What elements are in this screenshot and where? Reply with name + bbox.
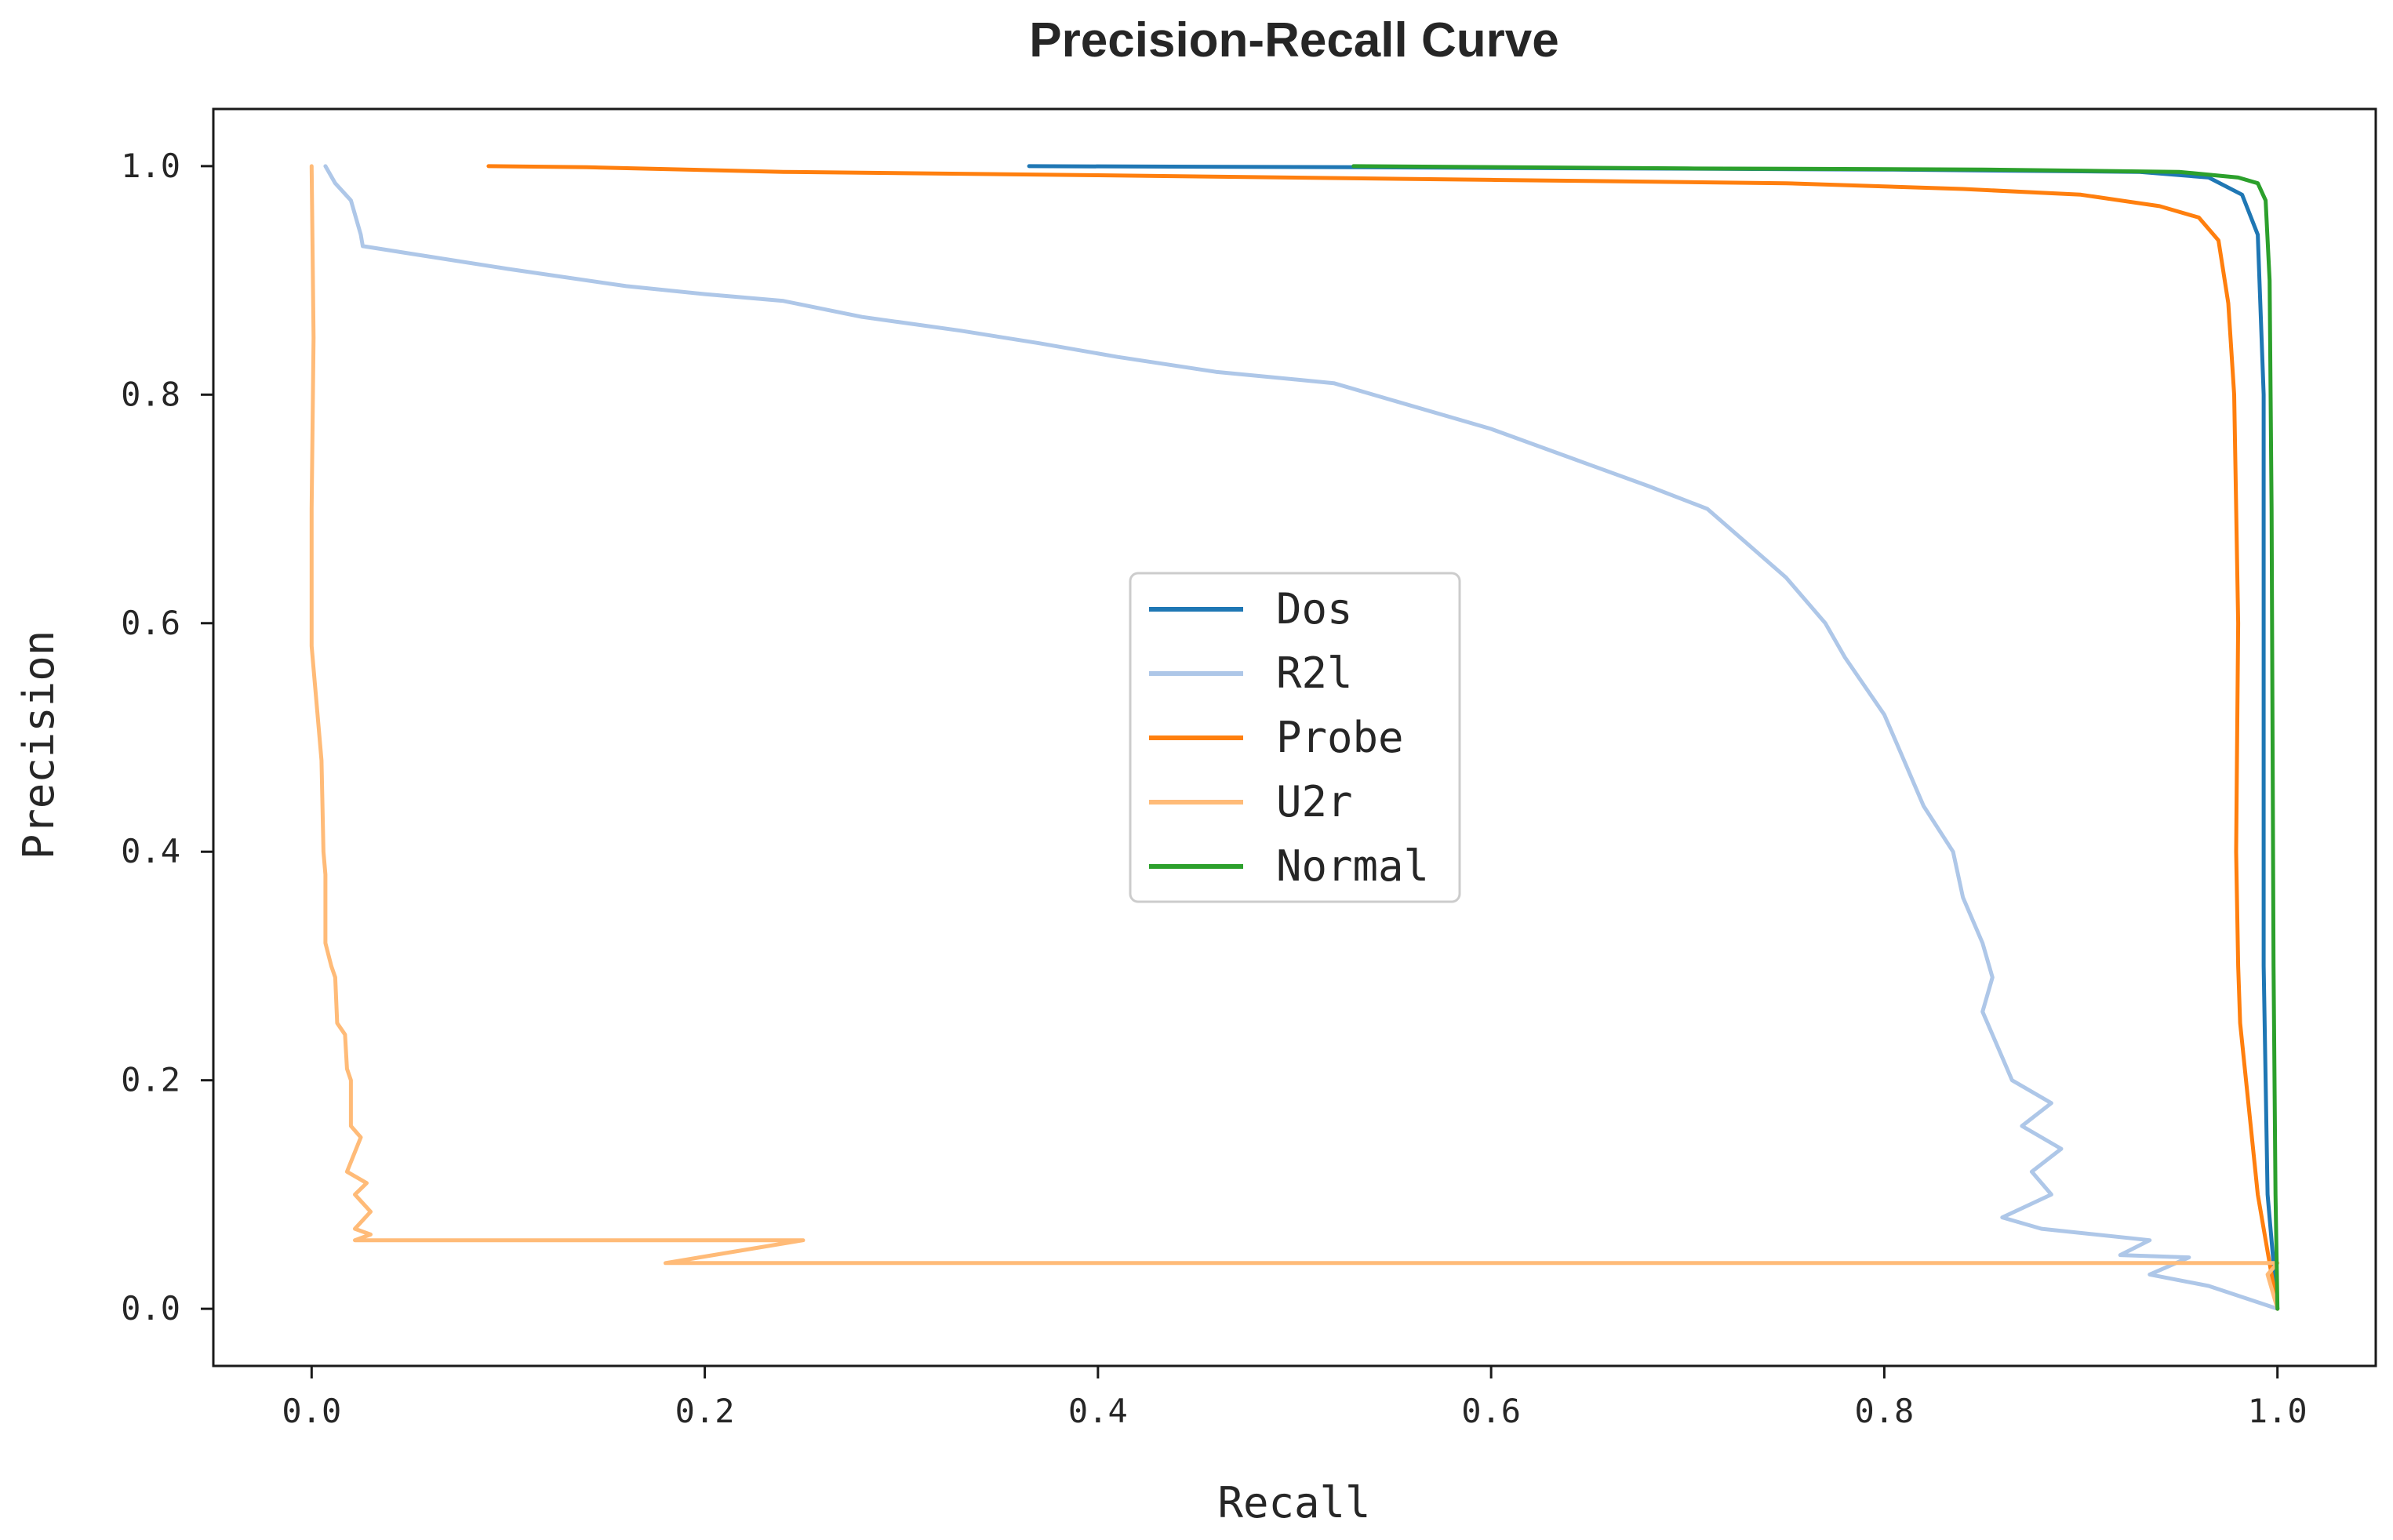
y-tick-label: 0.2 bbox=[121, 1061, 180, 1099]
y-tick-label: 0.8 bbox=[121, 375, 180, 413]
y-tick-label: 0.6 bbox=[121, 604, 180, 642]
plot-frame bbox=[212, 107, 2377, 1367]
series-line-r2l bbox=[323, 164, 2280, 1311]
legend-label-u2r: U2r bbox=[1276, 777, 1353, 826]
legend-label-probe: Probe bbox=[1276, 713, 1404, 762]
chart-title: Precision-Recall Curve bbox=[1029, 13, 1558, 67]
series-line-probe bbox=[486, 164, 2280, 1311]
x-axis-label: Recall bbox=[1217, 1478, 1370, 1527]
legend-label-dos: Dos bbox=[1276, 584, 1353, 634]
x-tick-label: 0.2 bbox=[675, 1392, 735, 1430]
x-tick-label: 0.8 bbox=[1854, 1392, 1914, 1430]
x-tick-label: 0.4 bbox=[1068, 1392, 1128, 1430]
y-tick-label: 0.0 bbox=[121, 1289, 180, 1328]
series-line-normal bbox=[1351, 164, 2280, 1311]
series-line-u2r bbox=[309, 164, 2280, 1311]
y-axis-ticks: 0.0 0.2 0.4 0.6 0.8 1.0 bbox=[121, 147, 213, 1328]
legend-frame bbox=[1129, 572, 1461, 903]
y-tick-label: 0.4 bbox=[121, 832, 180, 870]
x-tick-label: 0.6 bbox=[1461, 1392, 1521, 1430]
x-axis-ticks: 0.0 0.2 0.4 0.6 0.8 1.0 bbox=[282, 1366, 2308, 1430]
x-tick-label: 0.0 bbox=[282, 1392, 341, 1430]
y-axis-label: Precision bbox=[14, 630, 64, 860]
legend: Dos R2l Probe U2r Normal bbox=[1129, 572, 1461, 903]
series-layer bbox=[309, 164, 2280, 1311]
legend-label-r2l: R2l bbox=[1276, 648, 1353, 698]
x-tick-label: 1.0 bbox=[2248, 1392, 2308, 1430]
y-tick-label: 1.0 bbox=[121, 147, 180, 185]
legend-label-normal: Normal bbox=[1276, 841, 1429, 891]
